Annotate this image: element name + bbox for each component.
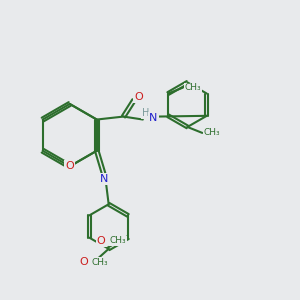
Text: N: N — [149, 113, 158, 123]
Text: O: O — [65, 161, 74, 171]
Text: CH₃: CH₃ — [110, 236, 126, 245]
Text: O: O — [97, 236, 106, 246]
Text: CH₃: CH₃ — [204, 128, 220, 137]
Text: N: N — [100, 174, 108, 184]
Text: CH₃: CH₃ — [92, 258, 108, 267]
Text: CH₃: CH₃ — [184, 83, 201, 92]
Text: H: H — [142, 108, 149, 118]
Text: O: O — [134, 92, 143, 102]
Text: O: O — [79, 257, 88, 267]
